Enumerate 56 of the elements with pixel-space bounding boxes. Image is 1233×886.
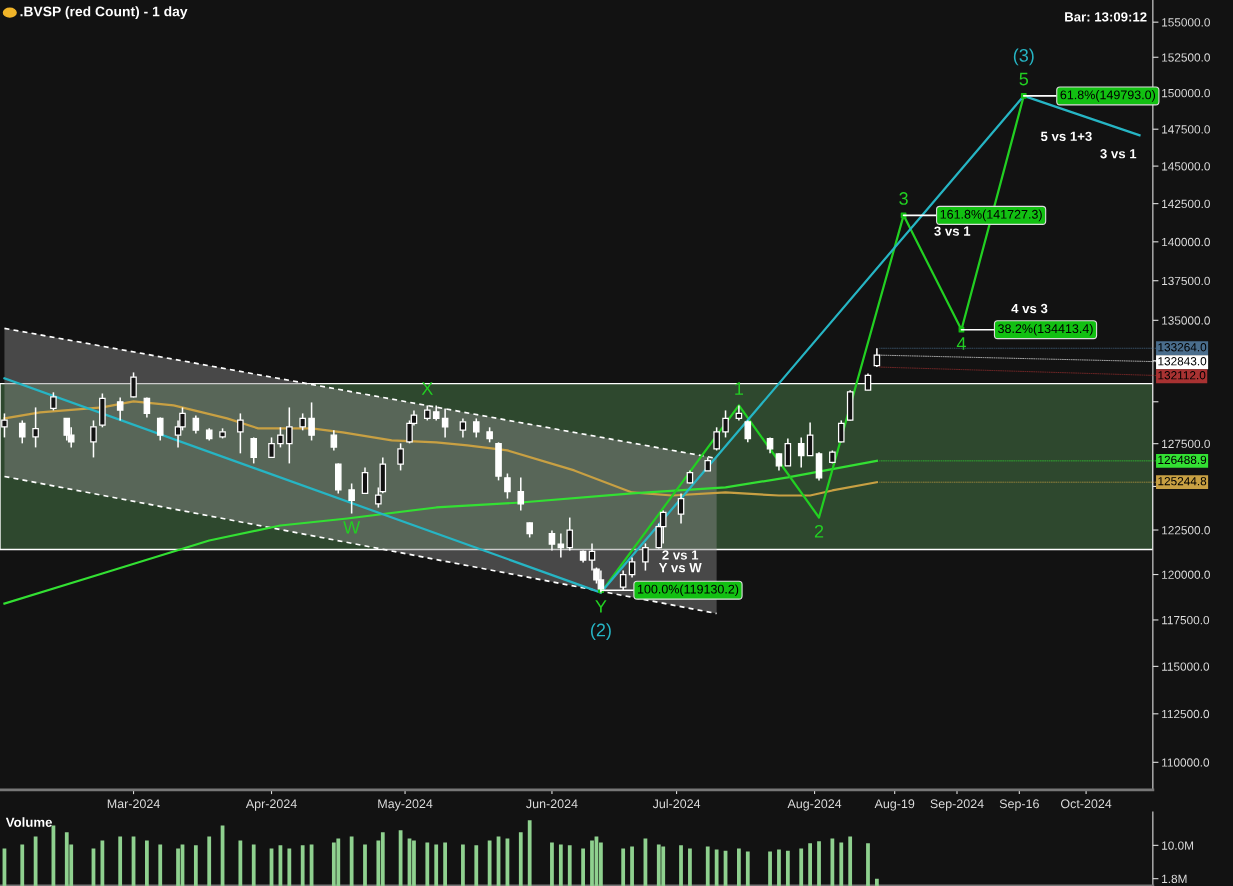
annotation: X xyxy=(421,382,433,395)
x-tick-label: Sep-16 xyxy=(999,799,1039,811)
annotation: 3 vs 1 xyxy=(1100,149,1137,159)
y-tick-label: 147500.0 xyxy=(1162,125,1210,134)
y-tick-label: 122500.0 xyxy=(1162,526,1210,535)
y-tick-label: 110000.0 xyxy=(1162,758,1210,767)
annotation: 126488.9 xyxy=(1158,455,1207,465)
y-tick-label: 142500.0 xyxy=(1162,199,1210,209)
y-tick-label: 155000.0 xyxy=(1162,18,1210,27)
y-tick-label: 152500.0 xyxy=(1162,53,1210,62)
annotation: 5 xyxy=(1019,72,1029,86)
x-tick-label: Aug-2024 xyxy=(787,799,842,811)
annotation: (3) xyxy=(1013,48,1034,66)
x-tick-label: Aug-19 xyxy=(874,799,915,811)
y-tick-label: 150000.0 xyxy=(1162,88,1210,98)
y-tick-label: 135000.0 xyxy=(1162,316,1210,325)
y-tick-label: 10.0M xyxy=(1162,841,1194,850)
y-tick-label: 120000.0 xyxy=(1162,570,1210,579)
x-tick-label: Jun-2024 xyxy=(526,799,578,809)
annotation: 2 xyxy=(814,524,824,538)
x-tick-label: Sep-2024 xyxy=(930,799,984,811)
y-tick-label: 127500.0 xyxy=(1162,439,1210,449)
annotation: (2) xyxy=(591,623,611,640)
y-tick-label: 140000.0 xyxy=(1162,237,1210,247)
annotation: 5 vs 1+3 xyxy=(1040,131,1092,142)
data-label: 61.8%(149793.0) xyxy=(1060,90,1156,102)
annotation: Y vs W xyxy=(658,563,702,573)
annotation: 2 vs 1 xyxy=(662,550,699,560)
chart-title: .BVSP (red Count) - 1 day xyxy=(20,6,188,20)
x-tick-label: Mar-2024 xyxy=(107,799,160,809)
y-tick-label: 117500.0 xyxy=(1162,616,1210,625)
annotation: Bar: 13:09:12 xyxy=(1065,12,1147,22)
annotation: 1 xyxy=(735,382,744,395)
annotation: 3 vs 1 xyxy=(934,226,971,236)
y-tick-label: 112500.0 xyxy=(1162,709,1210,719)
x-tick-label: Jul-2024 xyxy=(652,798,701,809)
y-tick-label: 1.8M xyxy=(1162,874,1187,884)
y-tick-label: 137500.0 xyxy=(1162,276,1210,286)
annotation: 3 xyxy=(899,192,908,205)
x-tick-label: May-2024 xyxy=(378,799,433,811)
annotation: W xyxy=(343,521,361,534)
annotation: 4 xyxy=(956,337,966,350)
data-label: 161.8%(141727.3) xyxy=(940,209,1042,222)
annotation: 133264.0 xyxy=(1158,343,1207,352)
annotation: 125244.8 xyxy=(1158,477,1207,486)
y-tick-label: 115000.0 xyxy=(1162,662,1210,671)
x-tick-label: Oct-2024 xyxy=(1060,799,1112,809)
y-tick-label: 145000.0 xyxy=(1162,162,1210,171)
chart-title: Volume xyxy=(5,817,52,827)
data-label: 100.0%(119130.2) xyxy=(637,584,739,597)
annotation: 4 vs 3 xyxy=(1011,303,1048,314)
annotation: 132843.0 xyxy=(1158,357,1207,366)
annotation: 132112.0 xyxy=(1158,371,1206,380)
annotation: Y xyxy=(595,600,607,613)
data-label: 38.2%(134413.4) xyxy=(998,323,1093,336)
x-tick-label: Apr-2024 xyxy=(245,799,297,811)
